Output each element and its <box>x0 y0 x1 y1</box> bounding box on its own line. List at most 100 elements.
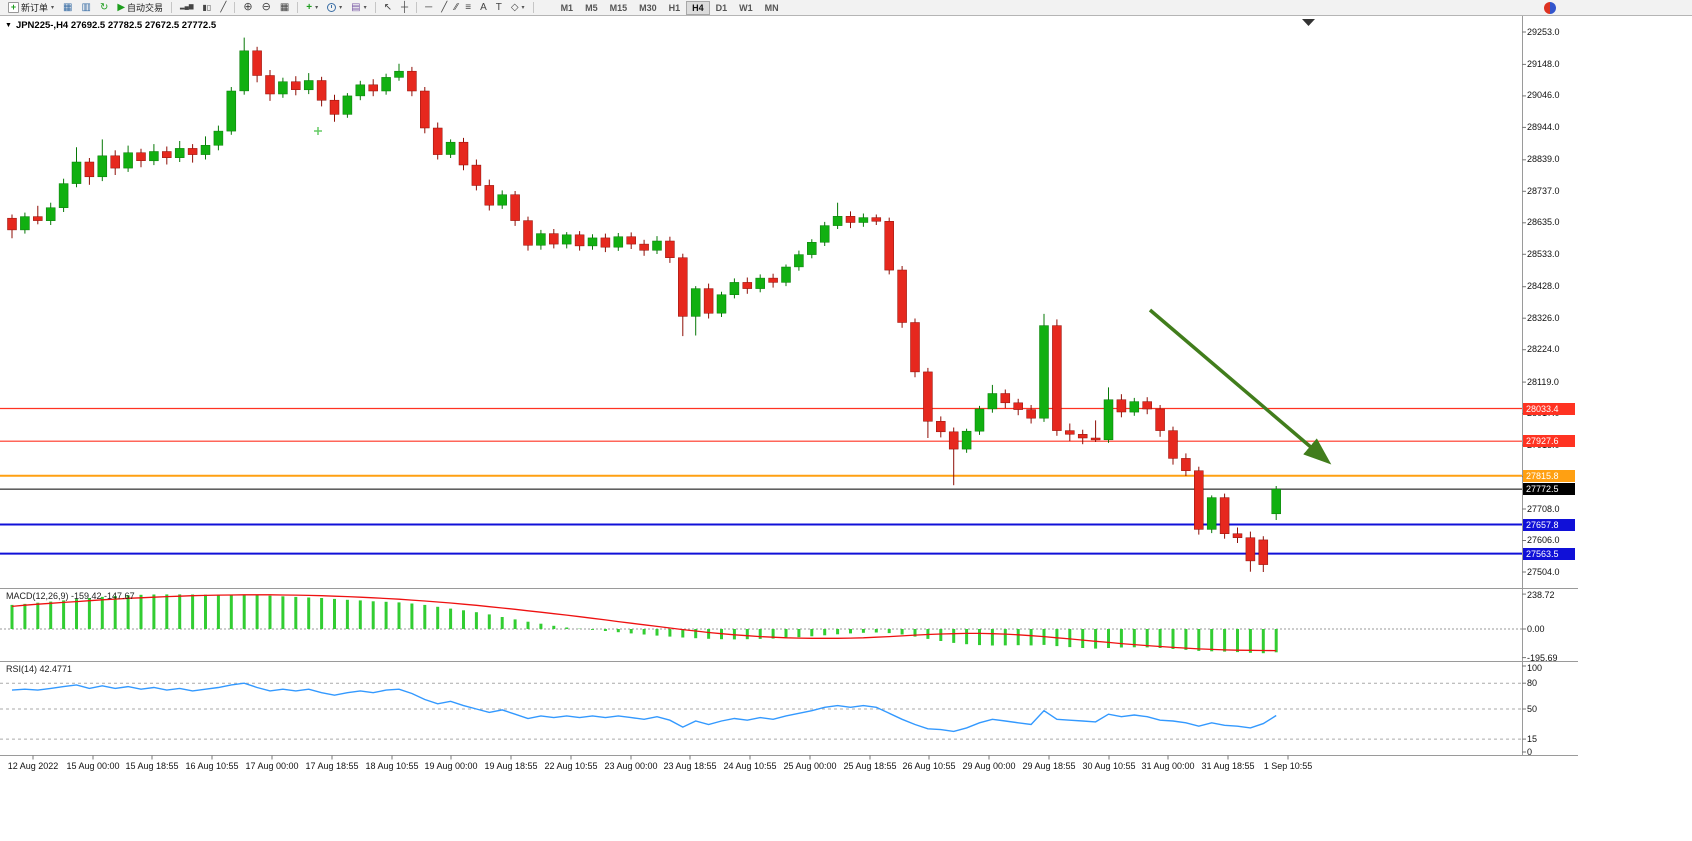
caret-down-icon: ▾ <box>339 5 343 11</box>
zoom-out-icon: ⊖ <box>261 1 271 13</box>
period-button-W1[interactable]: W1 <box>739 2 753 13</box>
candle-body <box>252 50 262 76</box>
period-button-M30[interactable]: M30 <box>639 2 657 13</box>
period-button-M15[interactable]: M15 <box>609 2 628 13</box>
toolbar: +新订单▾▦▥↻▶自动交易▂▄▆▮▯╱⊕⊖▦+▾▾▤▾↖┼─╱∕∕≡AT◇▾ M… <box>0 0 1692 16</box>
toolbar-separator <box>416 2 418 13</box>
candle-body <box>162 151 172 158</box>
candle-body <box>716 294 727 314</box>
period-button-MN[interactable]: MN <box>764 2 779 13</box>
periods-button[interactable]: ▾ <box>323 1 346 15</box>
cursor-icon: ↖ <box>383 2 392 13</box>
new-order-label: 新订单 <box>21 3 49 13</box>
fibonacci-button[interactable]: ≡ <box>461 1 475 15</box>
candle-body <box>149 151 159 162</box>
candlestick-button[interactable]: ▮▯ <box>199 1 216 15</box>
candle-body <box>961 430 972 450</box>
channel-button[interactable]: ∕∕ <box>452 1 460 15</box>
chart-area[interactable]: 29253.0 29148.0 29046.0 28944.0 28839.0 28737… <box>0 16 1692 841</box>
shapes-button[interactable]: ◇ ▾ <box>507 1 529 15</box>
text-button[interactable]: A <box>476 1 491 15</box>
candle-body <box>987 393 998 410</box>
price-line-tag[interactable]: 27772.5 <box>1523 483 1575 496</box>
candle-body <box>1013 402 1023 410</box>
period-button-D1[interactable]: D1 <box>715 2 728 13</box>
candle-body <box>1052 325 1062 431</box>
community-icon[interactable] <box>1544 1 1556 14</box>
candle-body <box>910 322 920 373</box>
candle-body <box>936 421 946 433</box>
trendline-icon: ╱ <box>441 2 448 13</box>
price-line-tag[interactable]: 27657.8 <box>1523 518 1575 531</box>
refresh-button[interactable]: ↻ <box>96 1 112 15</box>
candle-body <box>303 80 314 91</box>
candle-body <box>884 221 894 271</box>
hline-button[interactable]: ─ <box>421 1 436 15</box>
candle-body <box>420 90 430 129</box>
candle-body <box>1065 430 1075 435</box>
line-chart-button[interactable]: ╱ <box>216 1 230 15</box>
price-line-tag[interactable]: 27563.5 <box>1523 547 1575 560</box>
trendline-button[interactable]: ╱ <box>437 1 451 15</box>
shapes-icon: ◇ <box>510 2 519 13</box>
candle-body <box>84 161 95 178</box>
toolbar-separator <box>532 2 534 13</box>
candle-body <box>781 266 791 283</box>
candle-body <box>432 127 443 155</box>
collapse-triangle-icon[interactable]: ▼ <box>5 22 12 29</box>
period-button-M1[interactable]: M1 <box>560 2 574 13</box>
candle-body <box>20 216 30 231</box>
toolbar-separator <box>297 2 299 13</box>
new-order-icon: + <box>8 2 19 13</box>
candle-body <box>755 277 765 289</box>
fibonacci-icon: ≡ <box>465 2 472 13</box>
candle-body <box>1271 488 1281 515</box>
candle-body <box>819 225 830 243</box>
label-button[interactable]: T <box>492 1 506 15</box>
candle-body <box>549 233 559 245</box>
trend-arrow[interactable] <box>1148 308 1332 465</box>
candle-body <box>1155 408 1165 431</box>
rsi-indicator-label: RSI(14) 42.4771 <box>6 664 73 674</box>
toolbar-separator <box>171 2 173 13</box>
candle-body <box>394 70 404 78</box>
candle-body <box>174 148 185 158</box>
crosshair-button[interactable]: ┼ <box>397 1 412 15</box>
price-line-tag[interactable]: 27927.6 <box>1523 435 1575 448</box>
price-line-tag[interactable]: 28033.4 <box>1523 402 1575 415</box>
indicators-button[interactable]: + ▾ <box>302 1 322 15</box>
period-button-H1[interactable]: H1 <box>668 2 681 13</box>
refresh-icon: ↻ <box>99 2 109 13</box>
symbol-ohlc-label: ▼ JPN225-,H4 27692.5 27782.5 27672.5 277… <box>5 20 216 31</box>
indicators-icon: + <box>306 2 313 13</box>
tile-windows-icon: ▦ <box>279 2 290 13</box>
profiles-icon: ▥ <box>81 2 91 13</box>
price-line-tag[interactable]: 27815.8 <box>1523 469 1575 482</box>
candle-body <box>1090 437 1101 441</box>
period-button-H4[interactable]: H4 <box>686 0 710 15</box>
templates-button[interactable]: ▤ ▾ <box>347 1 370 15</box>
rsi-line <box>11 682 1277 733</box>
candle-body <box>510 194 520 221</box>
candle-body <box>71 161 82 184</box>
bar-chart-button[interactable]: ▂▄▆ <box>176 1 197 15</box>
candle-body <box>1168 430 1178 459</box>
cursor-button[interactable]: ↖ <box>380 1 396 15</box>
candle-body <box>278 81 288 95</box>
chart-window-button[interactable]: ▦ <box>59 1 76 15</box>
chart-shift-marker[interactable] <box>1302 19 1315 26</box>
crosshair-icon: ┼ <box>401 2 409 13</box>
toolbar-separator <box>374 2 376 13</box>
bar-chart-icon: ▂▄▆ <box>180 4 194 10</box>
zoom-in-button[interactable]: ⊕ <box>239 1 256 15</box>
candle-body <box>613 236 624 248</box>
zoom-out-button[interactable]: ⊖ <box>258 1 275 15</box>
macd-signal-line <box>11 594 1277 652</box>
period-button-M5[interactable]: M5 <box>585 2 598 13</box>
new-order-button[interactable]: + 新订单 ▾ <box>4 1 58 15</box>
auto-trading-button[interactable]: ▶ 自动交易 <box>113 1 167 15</box>
candle-body <box>626 236 636 245</box>
profiles-button[interactable]: ▥ <box>77 1 94 15</box>
tile-windows-button[interactable]: ▦ <box>276 1 293 15</box>
